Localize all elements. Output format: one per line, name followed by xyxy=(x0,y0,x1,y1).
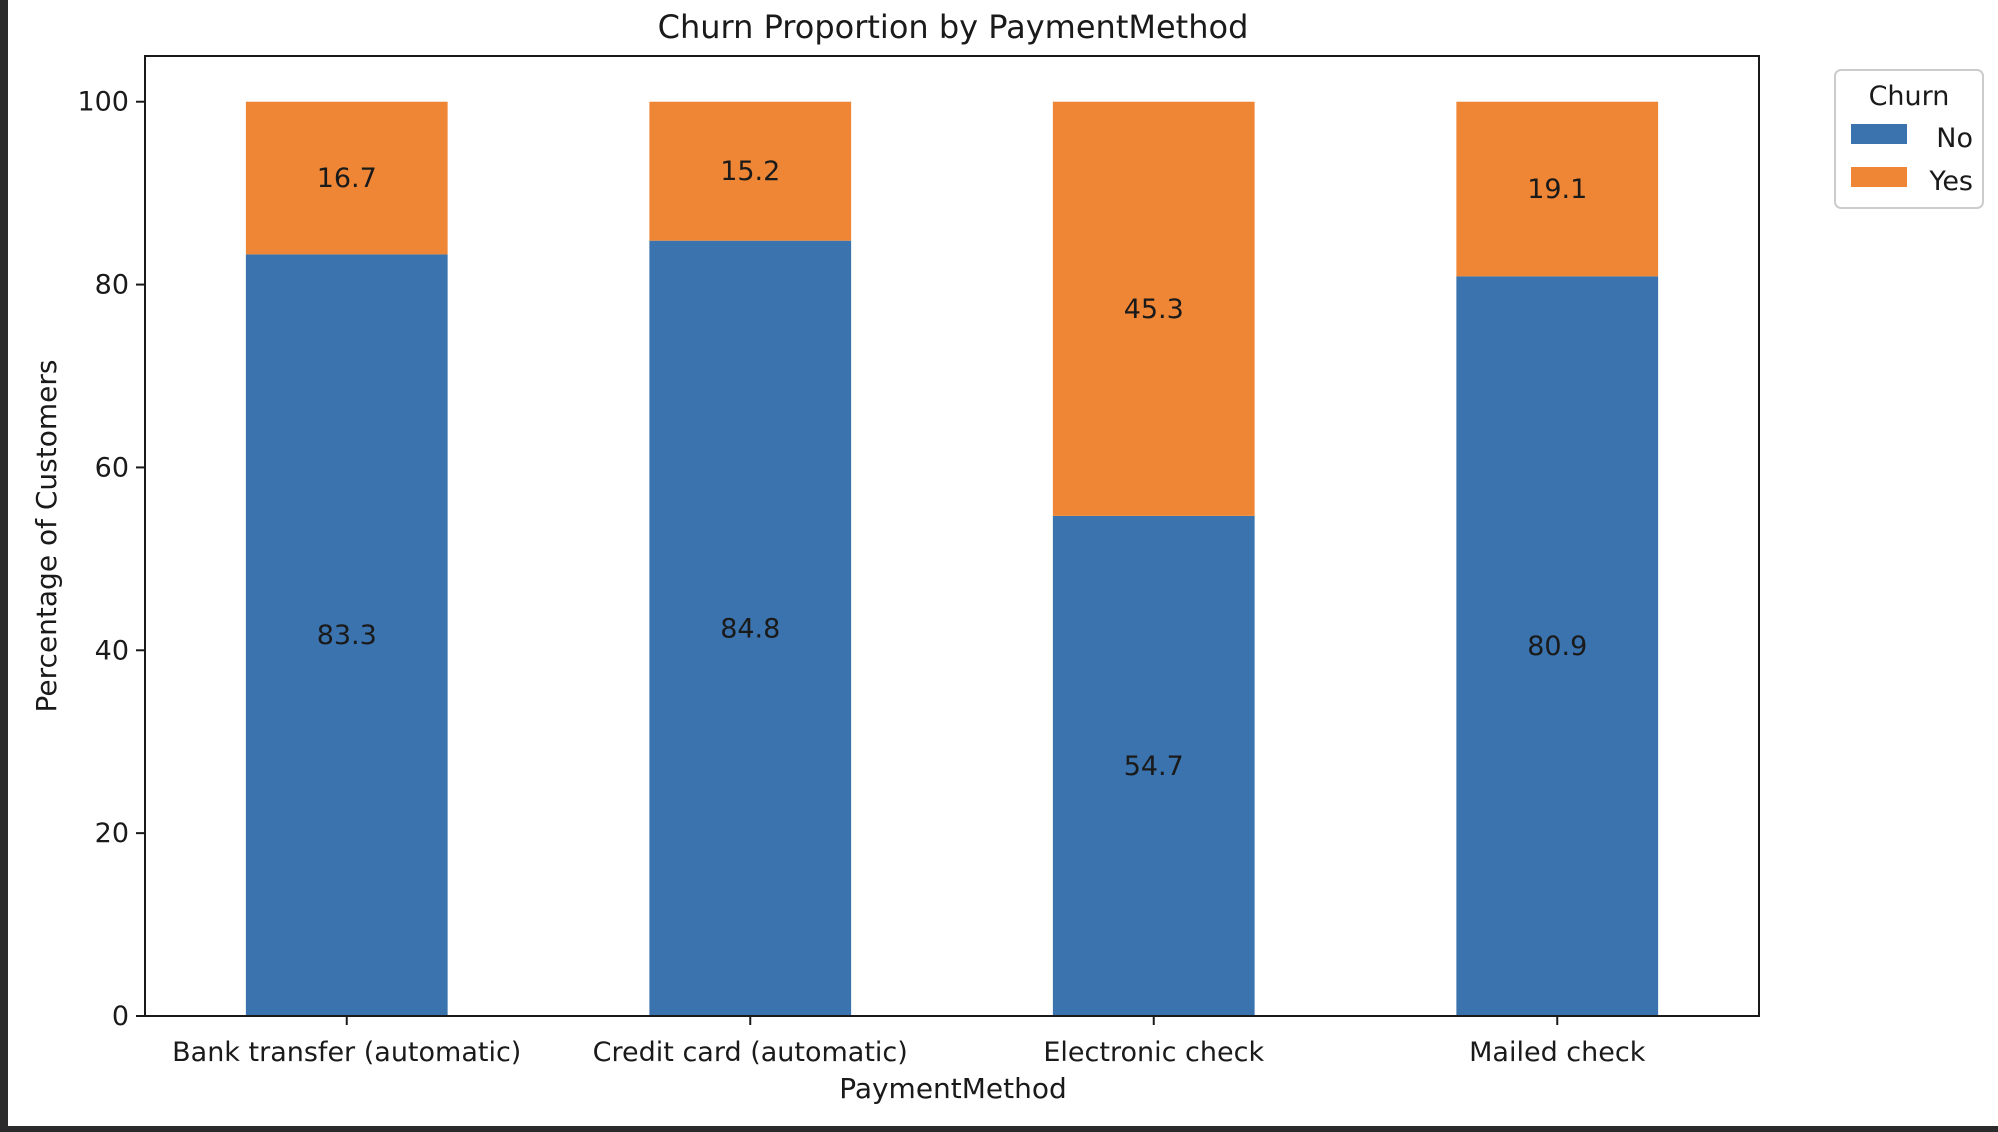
y-tick-label: 40 xyxy=(95,635,129,666)
stacked-bar-chart: Churn Proportion by PaymentMethod 83.3 16… xyxy=(30,8,1984,1105)
legend-swatch-yes xyxy=(1851,167,1907,187)
legend-label-no: No xyxy=(1936,123,1973,154)
legend-swatch-no xyxy=(1851,124,1907,144)
chart-title: Churn Proportion by PaymentMethod xyxy=(658,8,1249,46)
bar-no-1 xyxy=(649,240,852,1016)
bar-no-0 xyxy=(245,254,448,1016)
y-tick-label: 60 xyxy=(95,452,129,483)
bar-labels-group: 83.3 16.7 84.8 15.2 54.7 45.3 80.9 19.1 xyxy=(317,156,1588,782)
bar-no-3 xyxy=(1456,276,1659,1016)
bar-value-label: 19.1 xyxy=(1527,174,1587,205)
x-tick-label: Bank transfer (automatic) xyxy=(172,1037,521,1068)
bar-yes-1 xyxy=(649,101,852,241)
bar-value-label: 80.9 xyxy=(1527,631,1587,662)
plot-frame xyxy=(144,55,1760,1017)
legend-title: Churn xyxy=(1869,81,1950,112)
y-tick-label: 100 xyxy=(77,87,129,118)
bar-yes-3 xyxy=(1456,101,1659,277)
chart-figure: Churn Proportion by PaymentMethod 83.3 16… xyxy=(8,0,1998,1126)
bar-yes-2 xyxy=(1052,101,1255,516)
bars-group xyxy=(245,101,1659,1016)
y-axis-label: Percentage of Customers xyxy=(30,360,63,713)
bar-no-2 xyxy=(1052,515,1255,1016)
y-axis: 0 20 40 60 80 100 xyxy=(77,87,145,1032)
bar-value-label: 45.3 xyxy=(1124,294,1184,325)
x-tick-label: Mailed check xyxy=(1469,1037,1646,1068)
bar-value-label: 83.3 xyxy=(317,620,377,651)
y-tick-label: 80 xyxy=(95,270,129,301)
bar-yes-0 xyxy=(245,101,448,255)
legend: Churn No Yes xyxy=(1834,69,1984,209)
x-axis-label: PaymentMethod xyxy=(839,1072,1067,1105)
y-tick-label: 0 xyxy=(112,1001,129,1032)
bar-value-label: 54.7 xyxy=(1124,751,1184,782)
x-tick-label: Credit card (automatic) xyxy=(593,1037,908,1068)
x-axis: Bank transfer (automatic) Credit card (au… xyxy=(172,1016,1646,1068)
x-tick-label: Electronic check xyxy=(1043,1037,1264,1068)
bar-value-label: 15.2 xyxy=(720,156,780,187)
bar-value-label: 84.8 xyxy=(720,613,780,644)
legend-label-yes: Yes xyxy=(1928,166,1973,197)
y-tick-label: 20 xyxy=(95,818,129,849)
bar-value-label: 16.7 xyxy=(317,163,377,194)
